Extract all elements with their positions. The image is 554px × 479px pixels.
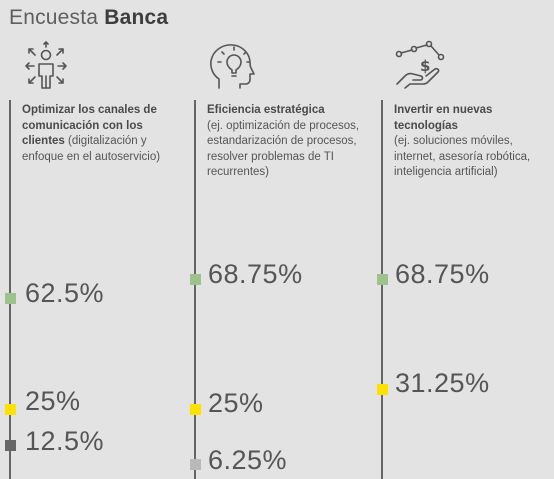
marker-lightgray: [190, 459, 201, 470]
marker-yellow: [377, 384, 388, 395]
head-lightbulb-icon: [205, 40, 257, 92]
title-bold: Banca: [104, 6, 169, 29]
value-label: 31.25%: [395, 368, 490, 398]
marker-green: [5, 293, 16, 304]
value-label: 62.5%: [25, 278, 105, 308]
value-label: 12.5%: [25, 426, 105, 456]
column-eficiencia: Eficiencia estratégica (ej. optimización…: [185, 0, 365, 479]
column-detail: (ej. optimización de procesos, estandari…: [207, 119, 360, 179]
column-heading: Invertir en nuevas tecnologías: [394, 104, 493, 132]
column-heading: Eficiencia estratégica: [207, 104, 325, 116]
value-label: 6.25%: [208, 445, 288, 475]
value-label: 68.75%: [208, 259, 303, 289]
column-description: Invertir en nuevas tecnologías (ej. solu…: [394, 103, 554, 181]
value-label: 25%: [25, 386, 81, 416]
value-label: 25%: [208, 388, 264, 418]
marker-green: [377, 274, 388, 285]
hand-money-network-icon: $: [394, 40, 446, 92]
marker-darkgray: [5, 440, 16, 451]
column-line: [9, 100, 11, 479]
column-line: [381, 100, 383, 479]
column-description: Eficiencia estratégica (ej. optimización…: [207, 103, 367, 181]
svg-text:$: $: [420, 57, 430, 75]
marker-yellow: [190, 404, 201, 415]
page-title: Encuesta Banca: [9, 6, 168, 30]
column-heading: Optimizar los canales de comunicación co…: [22, 104, 157, 147]
title-prefix: Encuesta: [9, 6, 99, 29]
person-arrows-icon: [20, 40, 72, 92]
column-detail: (ej. soluciones móviles, internet, aseso…: [394, 135, 531, 178]
column-description: Optimizar los canales de comunicación co…: [22, 103, 180, 165]
marker-green: [190, 274, 201, 285]
column-tecnologias: $ Invertir en nuevas tecnologías (ej. so…: [372, 0, 554, 479]
column-canales: Optimizar los canales de comunicación co…: [0, 0, 180, 479]
value-label: 68.75%: [395, 259, 490, 289]
marker-yellow: [5, 404, 16, 415]
column-detail: (digitalización y enfoque en el autoserv…: [22, 135, 161, 163]
column-line: [194, 100, 196, 479]
